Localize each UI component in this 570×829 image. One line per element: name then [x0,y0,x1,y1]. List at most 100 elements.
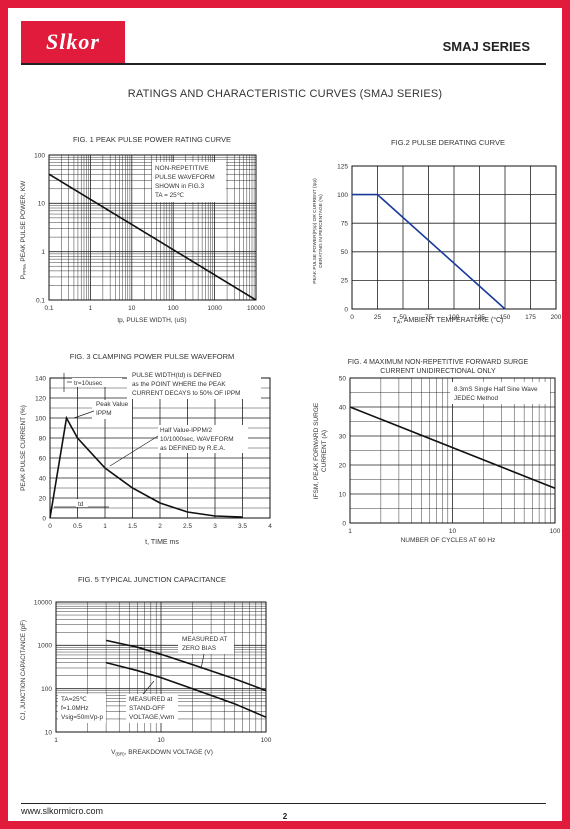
fig3-half-arrow [109,435,159,467]
fig2-xtick-label: 125 [474,314,485,321]
fig4-ylabel-2: CURRENT (A) [321,430,328,472]
fig3-td-note: td [78,501,84,508]
fig4-xlabel: NUMBER OF CYCLES AT 60 Hz [401,537,496,544]
fig4-ytick-label: 30 [339,433,347,440]
fig2-title: FIG.2 PULSE DERATING CURVE [391,138,505,147]
fig1-ytick-label: 1 [41,249,45,256]
fig2-xtick-label: 200 [551,314,562,321]
brand-logo: Slkor [21,21,125,63]
fig5-xtick-label: 10 [157,737,165,744]
fig3-peak-note: Peak Value IPPM [96,401,130,417]
footer-url: www.slkormicro.com [21,806,104,816]
fig1-xtick-label: 100 [168,305,179,312]
fig4-xtick-label: 10 [449,528,457,535]
fig3-ytick-label: 20 [39,495,47,502]
fig2-ticks: 0 25 50 75 100 125 150 175 200 0 25 50 75 100 125 [337,163,562,321]
fig1-xtick-label: 1000 [207,305,222,312]
fig4-series [349,406,556,489]
fig4-title-1: FIG. 4 MAXIMUM NON-REPETITIVE FORWARD SU… [348,359,529,366]
fig4-series-line-0 [349,406,556,489]
fig5-frame [55,601,267,733]
datasheet-page: Slkor SMAJ SERIES RATINGS AND CHARACTERI… [8,8,562,821]
fig3-xlabel: t, TIME ms [145,539,179,546]
fig2-series [352,193,506,310]
fig2-xtick-label: 175 [525,314,536,321]
footer-rule [21,803,546,804]
fig5-series-line-1 [105,661,267,718]
fig3-ytick-label: 120 [35,395,46,402]
fig3-tr-note: tr=10usec [74,380,103,387]
fig5-series-line-0 [105,639,267,692]
fig1-annotation-box [152,162,226,202]
fig2-xtick-label: 25 [374,314,382,321]
section-heading: RATINGS AND CHARACTERISTIC CURVES (SMAJ … [127,88,443,100]
fig3-series-line-0 [49,415,243,519]
fig1-frame [48,154,257,301]
fig1-chart: FIG. 1 PEAK PULSE POWER RATING CURVE 0.1… [20,135,265,324]
fig3-xtick-label: 4 [268,523,272,530]
fig3-ytick-label: 60 [39,455,47,462]
fig2-ylabel-2: DERATING IN PERCENTAGE (%) [318,194,324,268]
fig3-chart: FIG. 3 CLAMPING POWER PULSE WAVEFORM 0 0.… [20,352,272,546]
fig4-ytick-label: 20 [339,462,347,469]
fig1-xtick-label: 10000 [247,305,265,312]
fig5-xlabel: V(BR), BREAKDOWN VOLTAGE (V) [111,749,213,757]
fig1-series-line-0 [48,173,257,301]
fig2-ytick-label: 50 [341,249,349,256]
fig2-frame [351,165,557,310]
fig1-ytick-label: 10 [38,201,46,208]
fig4-annotation: 8.3mS Single Half Sine Wave JEDEC Method [454,386,539,402]
fig2-ytick-label: 75 [341,221,349,228]
fig1-xlabel: tp, PULSE WIDTH, (uS) [117,317,186,324]
fig1-ticks: 0.1 1 10 100 1000 10000 0.1 1 10 100 [34,152,265,312]
fig3-xtick-label: 2.5 [183,523,192,530]
fig2-xtick-label: 0 [350,314,354,321]
fig3-xtick-label: 0.5 [73,523,82,530]
fig5-chart: FIG. 5 TYPICAL JUNCTION CAPACITANCE 1 10 1… [20,575,272,757]
fig4-xtick-label: 1 [348,528,352,535]
fig4-ticks: 1 10 100 0 10 20 30 40 50 [339,375,561,535]
fig1-xtick-label: 1 [89,305,93,312]
fig5-xtick-label: 1 [54,737,58,744]
fig3-xtick-label: 3.5 [238,523,247,530]
fig5-zero-bias-arrow [200,653,205,670]
fig3-ytick-label: 140 [35,375,46,382]
fig3-pw-box [127,369,261,399]
fig5-title: FIG. 5 TYPICAL JUNCTION CAPACITANCE [78,575,226,584]
fig2-xtick-label: 75 [425,314,433,321]
fig2-ytick-label: 0 [344,306,348,313]
fig1-grid [48,154,257,301]
fig3-xtick-label: 3 [213,523,217,530]
fig3-ytick-label: 40 [39,475,47,482]
fig3-half-note: Half Value-IPPM/2 10/1000sec, WAVEFORM a… [160,427,235,452]
fig5-ytick-label: 1000 [38,643,53,650]
fig3-pw-note: PULSE WIDTH(td) is DEFINED as the POINT … [132,372,240,397]
fig2-xtick-label: 50 [399,314,407,321]
logo-text: Slkor [46,29,100,54]
fig4-ytick-label: 40 [339,404,347,411]
fig3-xtick-label: 0 [48,523,52,530]
fig3-ytick-label: 0 [42,515,46,522]
fig3-ytick-label: 80 [39,435,47,442]
fig1-series [48,173,257,301]
fig5-xtick-label: 100 [261,737,272,744]
fig4-ytick-label: 0 [342,520,346,527]
fig1-ytick-label: 0.1 [36,297,45,304]
fig2-xlabel: TA, AMBIENT TEMPERATURE (°C) [393,316,504,326]
page-number: 2 [282,812,288,821]
fig4-chart: FIG. 4 MAXIMUM NON-REPETITIVE FORWARD SU… [313,359,561,544]
fig2-series-line-0 [352,193,506,310]
fig3-xtick-label: 1 [103,523,107,530]
fig2-ytick-label: 125 [337,163,348,170]
fig1-xtick-label: 10 [128,305,136,312]
fig1-title: FIG. 1 PEAK PULSE POWER RATING CURVE [73,135,231,144]
fig5-zero-bias-note: MEASURED AT ZERO BIAS [182,636,229,652]
fig4-ytick-label: 10 [339,491,347,498]
fig5-ylabel: CJ, JUNCTION CAPACITANCE (pF) [20,620,27,720]
fig2-ytick-label: 25 [341,278,349,285]
series-title: SMAJ SERIES [442,39,530,54]
fig1-ytick-label: 100 [34,152,45,159]
fig4-title-2: CURRENT UNIDIRECTIONAL ONLY [380,368,496,375]
fig5-conditions-note: TA=25℃ f=1.0MHz Vsig=50mVp-p [61,696,104,721]
